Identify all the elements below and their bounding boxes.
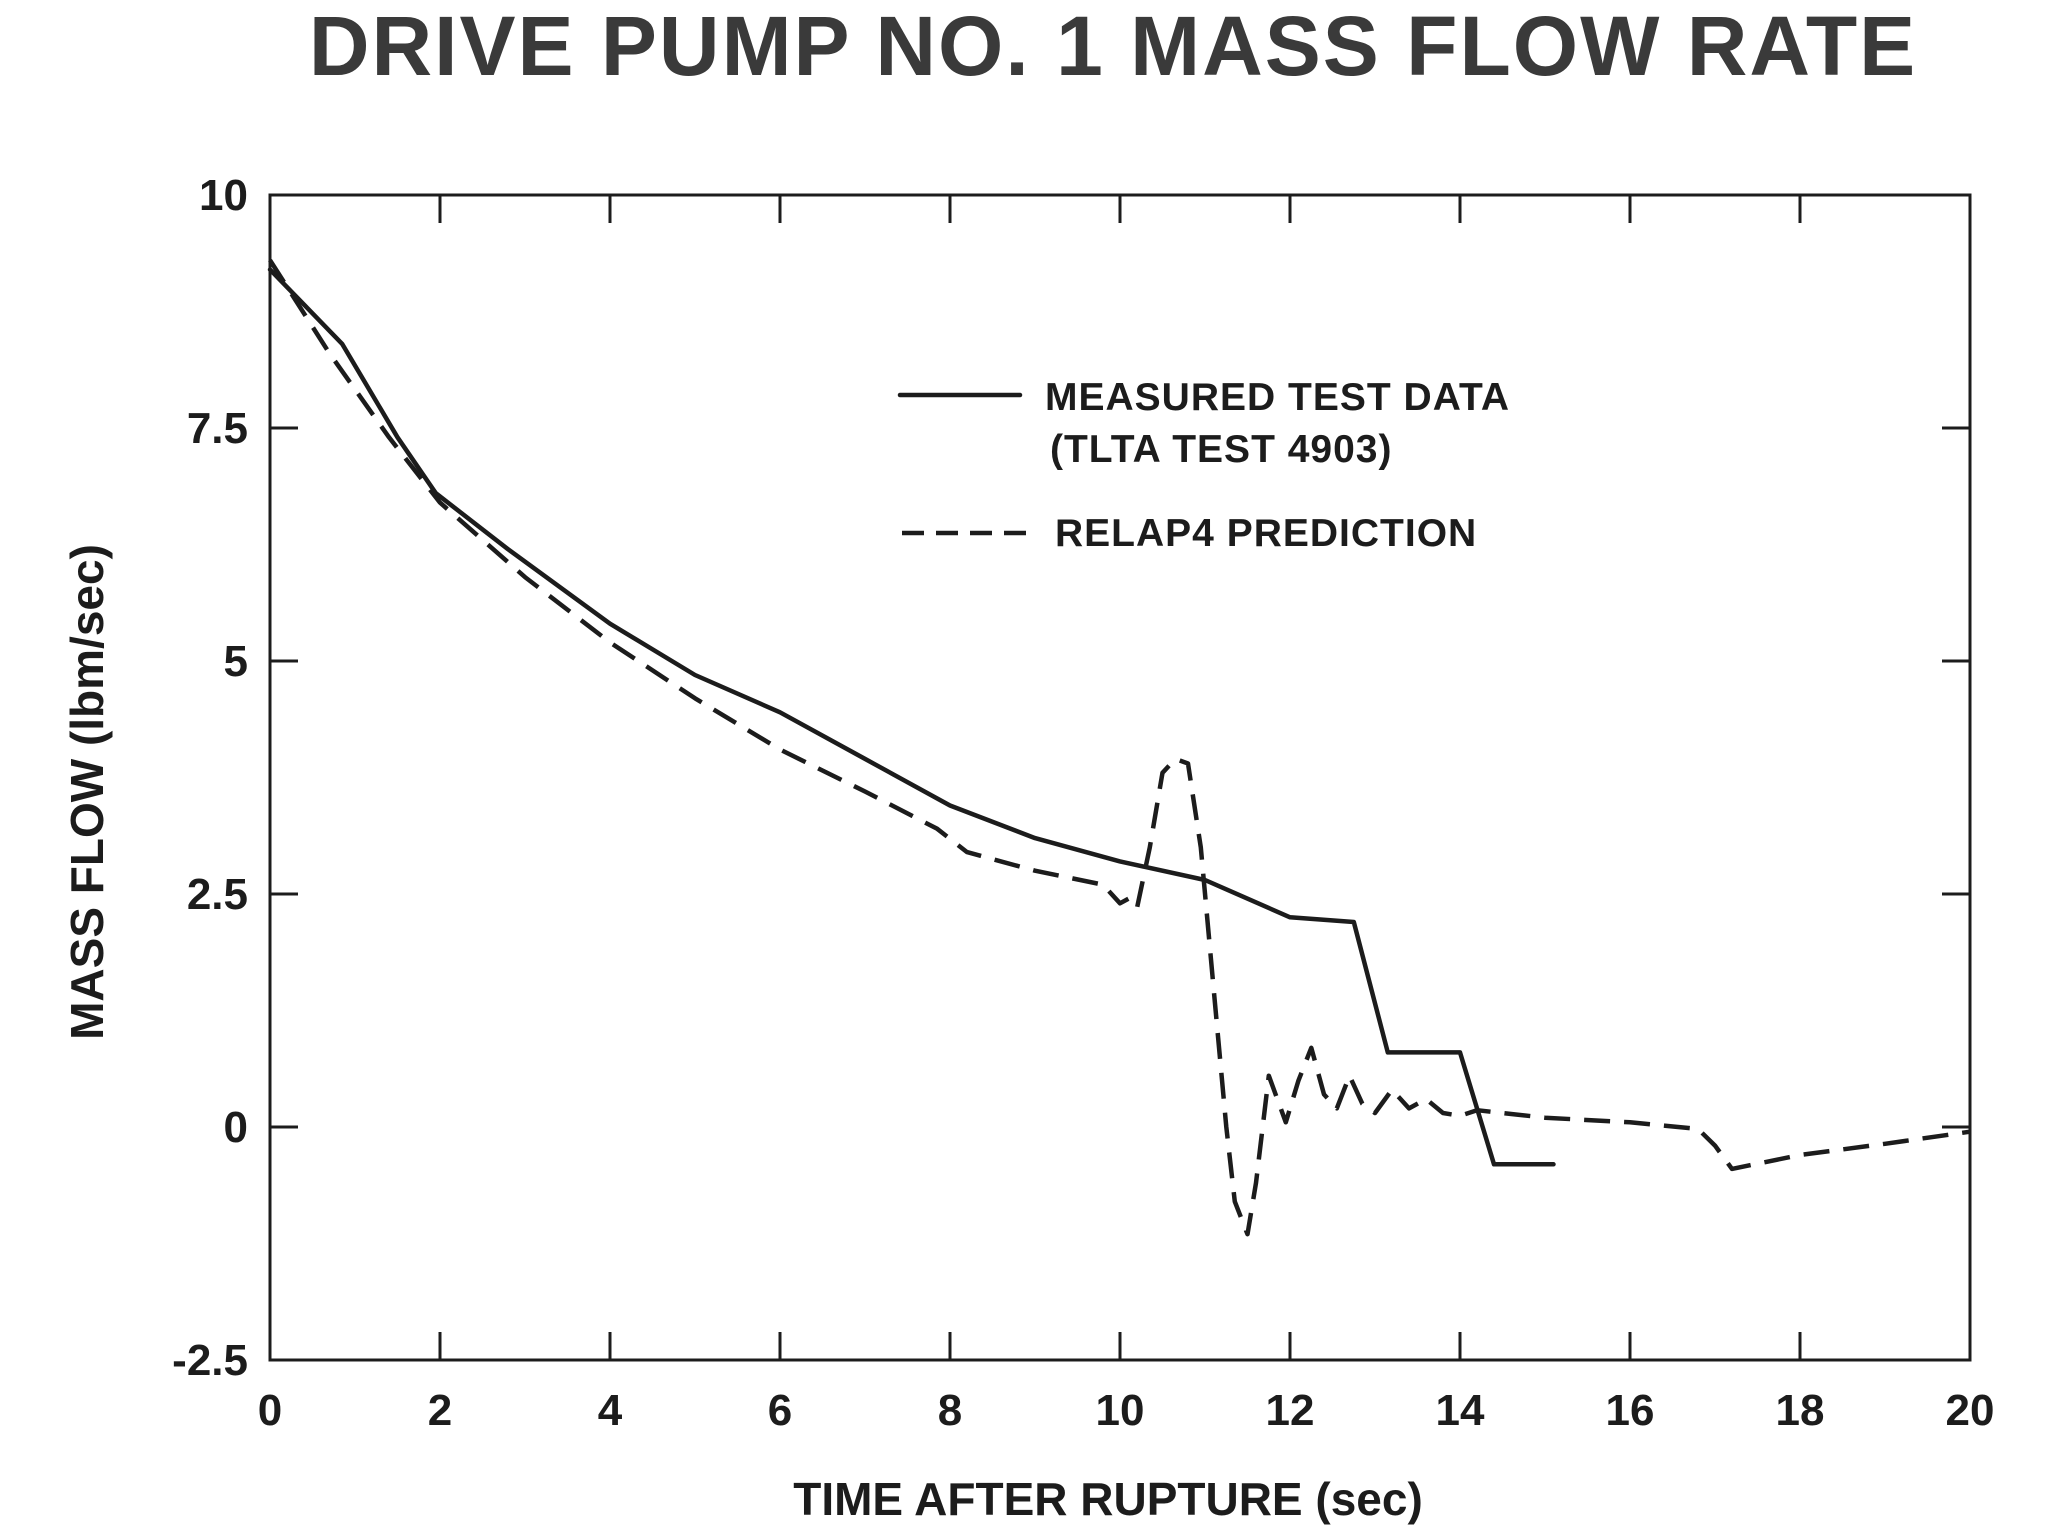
y-axis-ticks [270, 193, 1970, 1362]
x-tick-label: 2 [428, 1386, 452, 1435]
x-tick-label: 0 [258, 1386, 282, 1435]
legend: MEASURED TEST DATA (TLTA TEST 4903) RELA… [897, 376, 1510, 555]
legend-label-measured-line-2: (TLTA TEST 4903) [1050, 428, 1392, 471]
x-tick-label: 18 [1776, 1386, 1825, 1435]
legend-label-relap4: RELAP4 PREDICTION [1055, 512, 1477, 555]
x-tick-label: 6 [768, 1386, 792, 1435]
y-axis-tick-labels: -2.5 0 2.5 5 7.5 10 [172, 171, 248, 1385]
x-axis-ticks [268, 195, 1972, 1360]
y-tick-label: -2.5 [172, 1336, 248, 1385]
x-tick-label: 10 [1096, 1386, 1145, 1435]
x-tick-label: 14 [1436, 1386, 1485, 1435]
x-axis-tick-labels: 0 2 4 6 8 10 12 14 16 18 20 [258, 1386, 1995, 1435]
series-line-measured-test-data [267, 267, 1556, 1167]
x-tick-label: 8 [938, 1386, 962, 1435]
y-tick-label: 10 [199, 171, 248, 220]
y-axis-label: MASS FLOW (lbm/sec) [61, 544, 113, 1040]
y-tick-label: 0 [224, 1103, 248, 1152]
plot-frame [268, 193, 1972, 1362]
x-tick-label: 12 [1266, 1386, 1315, 1435]
series-line-relap4-prediction [268, 258, 1971, 1237]
x-tick-label: 20 [1946, 1386, 1995, 1435]
y-tick-label: 2.5 [187, 870, 248, 919]
x-tick-label: 16 [1606, 1386, 1655, 1435]
legend-label-measured-line-1: MEASURED TEST DATA [1045, 376, 1510, 419]
chart-title: DRIVE PUMP NO. 1 MASS FLOW RATE [309, 0, 1917, 93]
x-axis-label: TIME AFTER RUPTURE (sec) [793, 1473, 1423, 1525]
y-tick-label: 5 [224, 637, 248, 686]
x-tick-label: 4 [598, 1386, 623, 1435]
y-tick-label: 7.5 [187, 404, 248, 453]
